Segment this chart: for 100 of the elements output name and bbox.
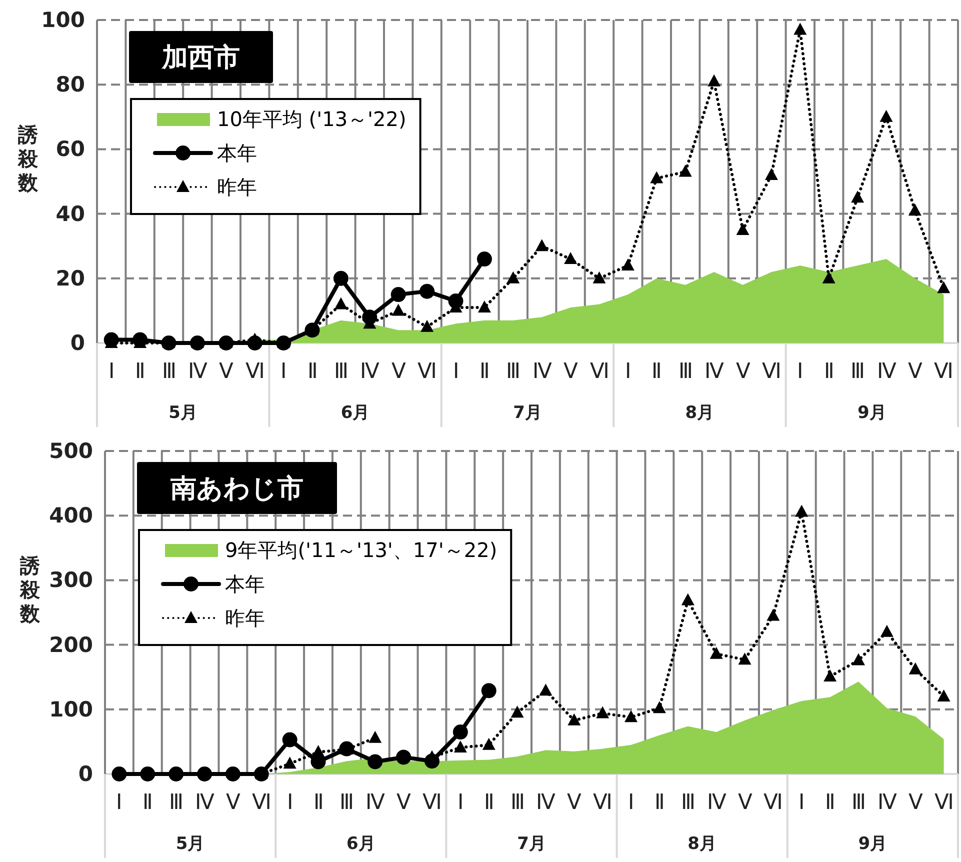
text: 5月	[176, 834, 205, 854]
text: 加西市	[161, 43, 240, 73]
point	[564, 252, 578, 264]
point	[678, 164, 692, 177]
point	[452, 724, 468, 740]
point	[448, 294, 464, 309]
y-tick-label: 0	[70, 331, 85, 355]
point	[794, 22, 807, 35]
x-tick-label: Ⅳ	[704, 359, 725, 383]
x-tick-label: Ⅱ	[824, 359, 834, 383]
x-tick-label: Ⅵ	[764, 790, 783, 814]
x-tick-label: Ⅴ	[226, 790, 241, 814]
y-tick-label: 20	[56, 266, 85, 290]
point	[621, 258, 634, 270]
point	[197, 766, 212, 782]
point	[650, 171, 664, 184]
point	[824, 669, 837, 682]
point	[424, 754, 440, 769]
point	[908, 662, 922, 674]
point	[880, 624, 894, 637]
legend-label: 10年平均 ('13～'22)	[217, 107, 406, 131]
y-tick-label: 40	[56, 202, 85, 226]
x-tick-label: Ⅳ	[877, 790, 898, 814]
x-tick-label: Ⅲ	[850, 359, 865, 383]
point	[736, 222, 750, 235]
x-tick-label: Ⅱ	[654, 790, 664, 814]
x-tick-label: Ⅳ	[188, 359, 208, 383]
y-tick-label: 500	[49, 439, 93, 463]
x-tick-label: Ⅱ	[142, 790, 153, 814]
point	[506, 271, 520, 284]
point	[282, 732, 298, 748]
x-tick-label: Ⅱ	[479, 359, 490, 383]
legend-label: 昨年	[225, 606, 265, 630]
point	[592, 271, 606, 284]
point	[852, 653, 865, 666]
text: 8月	[685, 403, 714, 423]
point	[596, 706, 610, 718]
x-tick-label: Ⅳ	[706, 790, 727, 814]
point	[481, 683, 496, 698]
x-tick-label: Ⅳ	[532, 359, 552, 383]
x-tick-label: Ⅵ	[593, 790, 612, 814]
x-tick-label: Ⅴ	[738, 790, 753, 814]
point	[624, 710, 638, 722]
point	[710, 646, 723, 659]
x-tick-label: Ⅳ	[360, 359, 380, 383]
point	[247, 336, 262, 350]
x-tick-label: Ⅰ	[108, 359, 114, 383]
point	[140, 766, 156, 782]
x-tick-label: Ⅵ	[418, 359, 437, 383]
x-tick-label: Ⅴ	[219, 359, 234, 383]
legend-label: 本年	[225, 572, 265, 596]
y-tick-label: 400	[49, 504, 93, 528]
x-tick-label: Ⅴ	[908, 790, 924, 814]
x-tick-label: Ⅱ	[484, 790, 494, 814]
point	[535, 239, 548, 252]
y-tick-label: 100	[41, 8, 85, 32]
point	[218, 336, 234, 350]
text: 9月	[858, 834, 888, 854]
x-tick-label: Ⅲ	[678, 359, 692, 383]
x-tick-label: Ⅰ	[457, 790, 464, 814]
x-tick-label: Ⅴ	[736, 359, 751, 383]
x-tick-label: Ⅲ	[506, 359, 520, 383]
x-tick-label: Ⅰ	[624, 359, 631, 383]
x-tick-label: Ⅵ	[934, 790, 954, 814]
point	[880, 110, 893, 122]
point	[112, 766, 127, 782]
x-tick-label: Ⅳ	[366, 790, 386, 814]
text: 5月	[168, 403, 198, 423]
x-tick-label: Ⅲ	[162, 359, 176, 383]
point	[420, 320, 434, 332]
x-tick-label: Ⅴ	[908, 359, 923, 383]
x-tick-label: Ⅰ	[280, 359, 287, 383]
point	[392, 304, 405, 316]
x-tick-label: Ⅱ	[825, 790, 836, 814]
point	[396, 750, 412, 765]
x-tick-label: Ⅰ	[797, 359, 804, 383]
point	[822, 271, 836, 284]
point	[368, 754, 383, 770]
x-tick-label: Ⅴ	[564, 359, 579, 383]
x-tick-label: Ⅵ	[762, 359, 781, 383]
x-tick-label: Ⅰ	[116, 790, 122, 814]
point	[225, 766, 240, 782]
point	[539, 684, 552, 696]
point	[937, 281, 950, 294]
text: 7月	[513, 403, 542, 423]
point	[652, 701, 666, 714]
y-tick-label: 200	[49, 632, 93, 657]
point	[390, 287, 406, 302]
point	[851, 190, 864, 203]
point	[568, 713, 581, 726]
text: 9月	[857, 403, 886, 423]
x-tick-label: Ⅲ	[851, 790, 866, 814]
x-tick-label: Ⅲ	[340, 790, 354, 814]
point	[368, 730, 382, 743]
legend-label: 9年平均('11～'13'、17'～22)	[225, 538, 498, 562]
point	[132, 332, 148, 348]
text: 6月	[340, 403, 370, 423]
legend-label: 本年	[217, 141, 257, 165]
point	[304, 322, 320, 338]
x-tick-label: Ⅵ	[245, 359, 264, 383]
